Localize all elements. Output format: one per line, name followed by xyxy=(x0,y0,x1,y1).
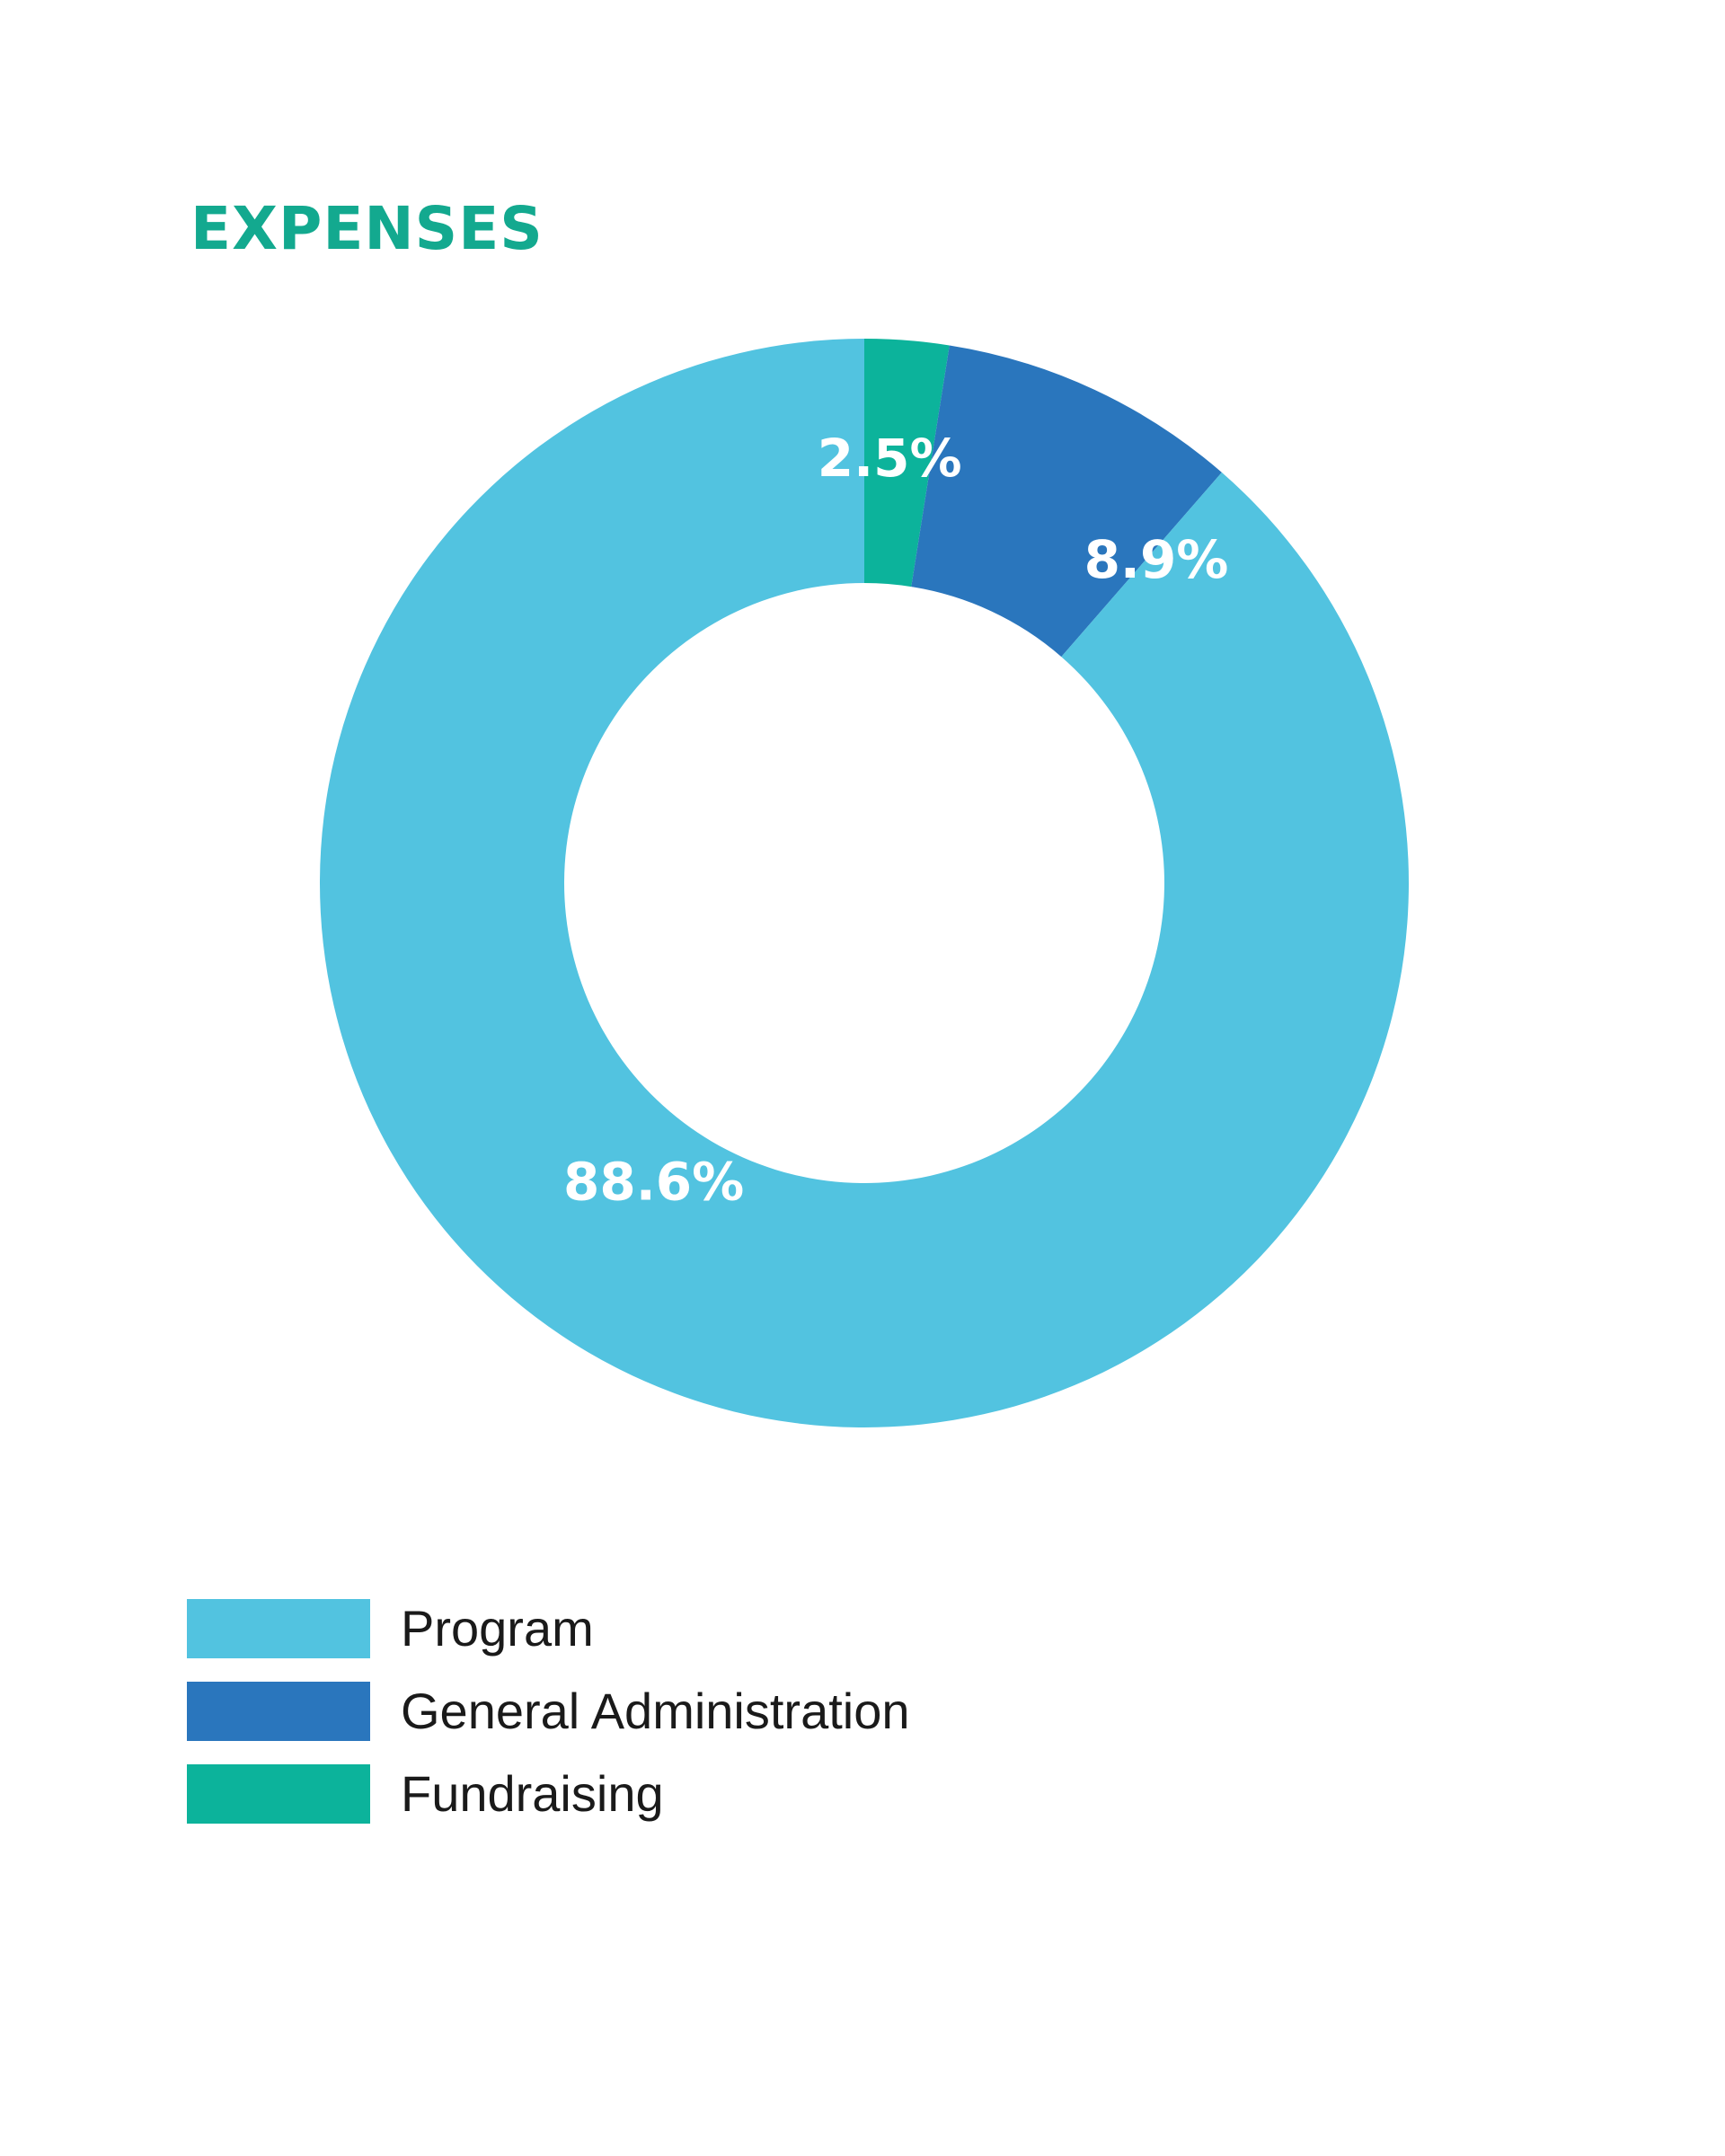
slice-label-general-administration: 8.9% xyxy=(1084,529,1229,590)
legend-item-program: Program xyxy=(187,1599,910,1658)
legend-label-general-administration: General Administration xyxy=(401,1683,910,1739)
donut-slice-labels: 2.5% 8.9% 88.6% xyxy=(563,428,1228,1213)
donut-slice-general-administration xyxy=(911,345,1222,658)
slice-label-fundraising: 2.5% xyxy=(818,428,962,489)
legend: Program General Administration Fundraisi… xyxy=(187,1599,910,1847)
legend-swatch-fundraising xyxy=(187,1764,370,1824)
legend-item-general-administration: General Administration xyxy=(187,1682,910,1741)
donut-chart: 2.5% 8.9% 88.6% xyxy=(319,339,1409,1428)
slice-label-program: 88.6% xyxy=(563,1152,744,1213)
chart-title: EXPENSES xyxy=(190,194,544,263)
legend-swatch-general-administration xyxy=(187,1682,370,1741)
donut-slice-fundraising xyxy=(864,339,950,588)
donut-slices xyxy=(319,339,1409,1428)
legend-item-fundraising: Fundraising xyxy=(187,1764,910,1824)
legend-swatch-program xyxy=(187,1599,370,1658)
donut-slice-program xyxy=(319,339,1409,1428)
legend-label-fundraising: Fundraising xyxy=(401,1765,664,1822)
legend-label-program: Program xyxy=(401,1600,594,1657)
